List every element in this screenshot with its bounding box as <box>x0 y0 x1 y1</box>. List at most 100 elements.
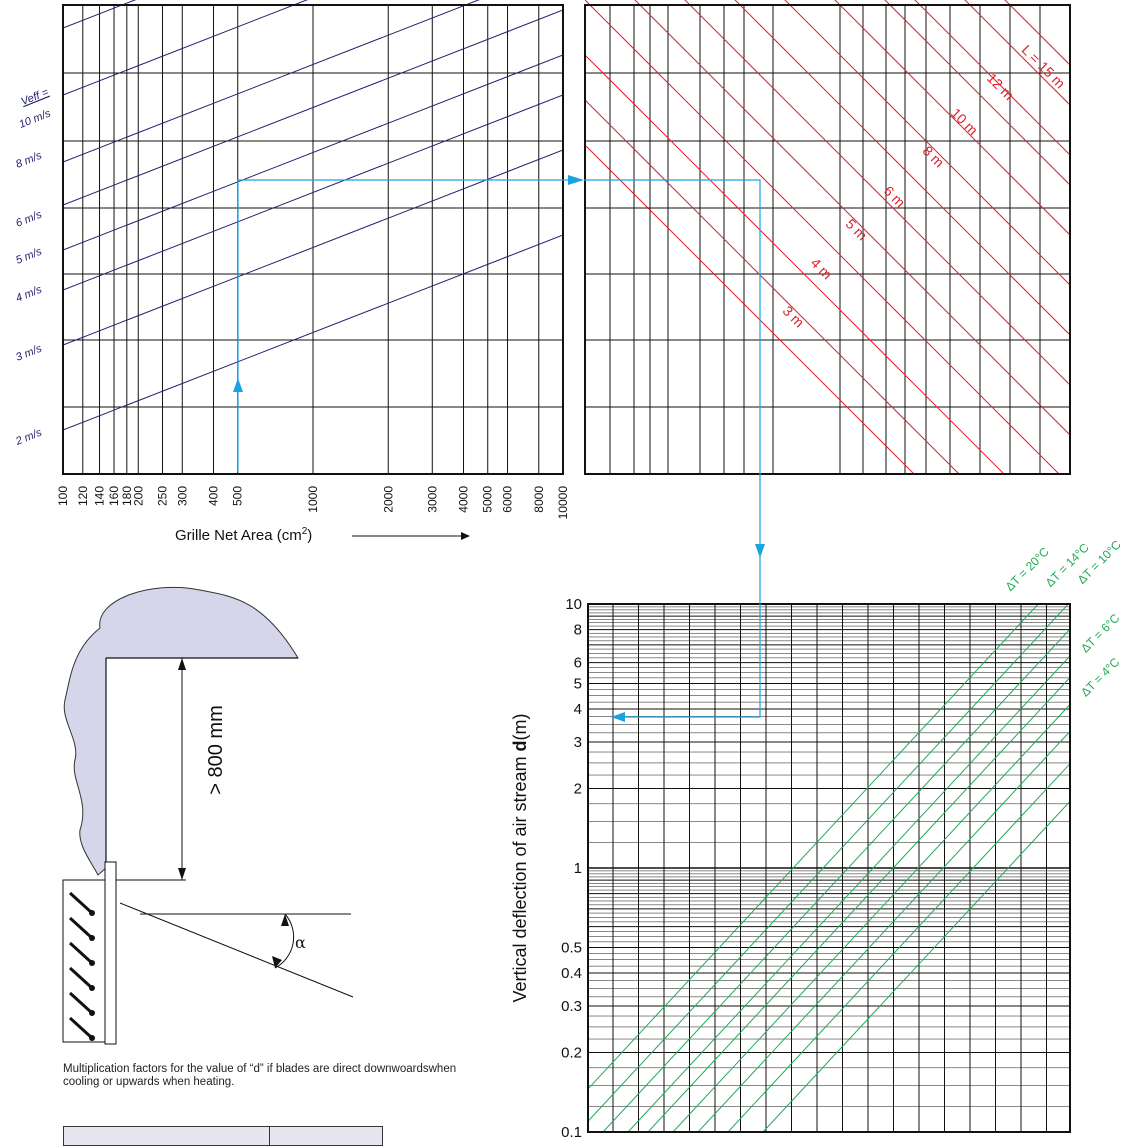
x-tick-label: 120 <box>76 486 90 506</box>
blade-pivot <box>89 985 95 991</box>
blade-pivot <box>89 1035 95 1041</box>
throw-series-line <box>914 0 1070 156</box>
delta-t-series-label: ΔT = 6°C <box>1078 611 1123 656</box>
y-tick-label: 5 <box>574 675 582 692</box>
throw-series-line <box>585 99 960 474</box>
x-axis-arrowhead <box>461 532 470 540</box>
velocity-frame <box>62 4 564 475</box>
throw-series-line <box>734 0 1070 336</box>
throw-series-label: 5 m <box>843 216 871 244</box>
delta-t-series-line <box>588 604 1069 1122</box>
blade <box>68 891 94 915</box>
delta-t-series-line <box>762 800 1070 1132</box>
blade <box>68 1016 94 1040</box>
x-tick-label: 500 <box>231 486 245 506</box>
x-tick-label: 1000 <box>306 486 320 513</box>
velocity-plot-area <box>63 0 563 474</box>
throw-series-line <box>585 54 1005 474</box>
throw-series-line <box>884 0 1070 186</box>
y-axis-title: Vertical deflection of air stream d(m) <box>510 713 530 1002</box>
x-tick-label: 5000 <box>481 486 495 513</box>
velocity-series-line <box>63 0 480 163</box>
x-tick-label: 160 <box>107 486 121 506</box>
blade-pivot <box>89 910 95 916</box>
wall-shape <box>63 586 299 876</box>
y-axis-title-unit: (m) <box>510 713 530 740</box>
x-tick-label: 140 <box>93 486 107 506</box>
y-tick-label: 0.1 <box>561 1124 582 1141</box>
throw-series-line <box>684 0 1070 386</box>
y-tick-label: 4 <box>574 701 582 718</box>
angle-arrowhead <box>281 914 289 926</box>
velocity-series-label: 3 m/s <box>14 342 44 363</box>
factor-table <box>63 1126 383 1146</box>
delta-t-series-line <box>647 676 1070 1132</box>
throw-series-label: 4 m <box>808 255 836 283</box>
x-axis-title-text: Grille Net Area (cm <box>175 527 302 544</box>
throw-series-line <box>634 0 1070 436</box>
y-tick-label: 0.3 <box>561 998 582 1015</box>
x-tick-label: 180 <box>120 486 134 506</box>
y-tick-label: 6 <box>574 655 582 672</box>
dimension-arrowhead <box>178 658 186 670</box>
y-tick-label: 0.4 <box>561 965 582 982</box>
deflection-frame <box>587 603 1071 1133</box>
velocity-series-label: 4 m/s <box>14 283 44 304</box>
y-axis-title-bold: d <box>510 740 530 751</box>
x-tick-label: 100 <box>56 486 70 506</box>
delta-t-series-line <box>727 762 1070 1132</box>
velocity-series-line <box>63 54 563 251</box>
y-tick-label: 0.2 <box>561 1045 582 1062</box>
guide-arrowhead <box>611 712 625 722</box>
throw-frame <box>584 4 1071 475</box>
throw-series-line <box>964 0 1070 106</box>
velocity-series-line <box>63 0 308 96</box>
throw-plot-area <box>585 0 1070 474</box>
y-tick-label: 0.5 <box>561 939 582 956</box>
velocity-series-label: 10 m/s <box>17 107 53 131</box>
y-tick-label: 1 <box>574 860 582 877</box>
x-tick-label: 300 <box>175 486 189 506</box>
y-tick-label: 10 <box>565 596 582 613</box>
throw-series-line <box>784 0 1070 286</box>
velocity-series-line <box>63 234 563 431</box>
blade-pivot <box>89 1010 95 1016</box>
velocity-series-line <box>63 149 563 346</box>
throw-panel: L = 15 m12 m10 m8 m 6 m 5 m4 m3 m <box>584 0 1071 475</box>
y-tick-label: 3 <box>574 734 582 751</box>
blade-pivot <box>89 935 95 941</box>
dimension-arrowhead <box>178 868 186 880</box>
throw-series-label: 12 m <box>984 70 1017 103</box>
delta-t-series-label: ΔT = 20°C <box>1003 544 1052 593</box>
blade <box>68 991 94 1015</box>
throw-series-label: 10 m <box>948 105 981 138</box>
x-axis-title-sup: 2 <box>302 526 308 537</box>
angle-arc <box>274 913 295 969</box>
air-direction-line <box>119 902 354 998</box>
x-tick-label: 6000 <box>501 486 515 513</box>
delta-t-series-line <box>672 703 1070 1132</box>
clearance-label: > 800 mm <box>205 705 227 794</box>
grille-frame <box>104 861 117 1045</box>
multiplication-note: Multiplication factors for the value of … <box>63 1063 457 1088</box>
angle-arrowhead <box>272 956 282 968</box>
delta-t-series-line <box>602 628 1070 1132</box>
velocity-series-line <box>63 94 563 291</box>
y-tick-label: 8 <box>574 622 582 639</box>
blade <box>68 966 94 990</box>
blade <box>68 941 94 965</box>
delta-t-series-label: ΔT = 4°C <box>1078 655 1123 700</box>
throw-series-line <box>585 144 915 474</box>
guide-arrowhead <box>755 544 765 558</box>
velocity-series-line <box>63 9 563 206</box>
guide-arrowhead <box>568 175 584 185</box>
delta-t-series-line <box>697 730 1070 1132</box>
deflection-panel: 0.1 0.2 0.3 0.4 0.5 1 2 3 4 5 6 8 10 Vertical deflect… <box>510 537 1124 1141</box>
x-tick-label: 10000 <box>556 486 570 520</box>
velocity-series-label: 2 m/s <box>13 426 44 448</box>
factor-table-cell <box>64 1127 270 1145</box>
y-axis-title-text: Vertical deflection of air stream <box>510 751 530 1002</box>
y-tick-label: 2 <box>574 781 582 798</box>
guide-arrowhead <box>233 378 243 392</box>
